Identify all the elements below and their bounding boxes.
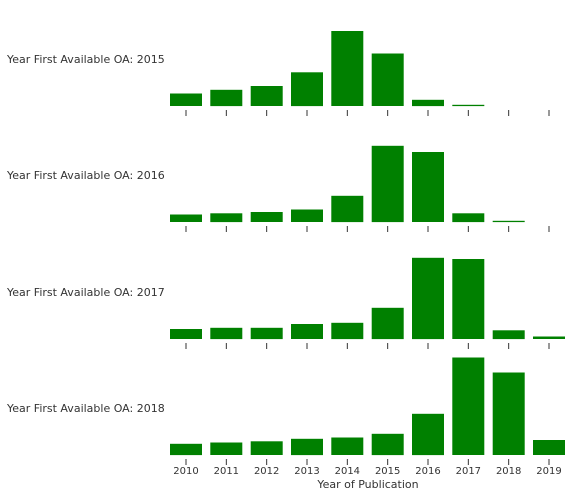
bar-2011 bbox=[210, 213, 243, 223]
panel-3: Year First Available OA: 2017 bbox=[6, 257, 565, 349]
panel-2: Year First Available OA: 2016 bbox=[6, 145, 550, 232]
x-tick-label: 2013 bbox=[294, 466, 319, 477]
x-tick-label: 2017 bbox=[456, 466, 481, 477]
panel-label: Year First Available OA: 2018 bbox=[6, 402, 165, 415]
bar-2010 bbox=[170, 443, 202, 456]
bar-2018 bbox=[492, 330, 525, 340]
x-tick-label: 2019 bbox=[536, 466, 561, 477]
x-tick-label: 2015 bbox=[375, 466, 400, 477]
bar-2019 bbox=[533, 440, 565, 455]
bar-2018 bbox=[492, 220, 525, 223]
bar-2013 bbox=[291, 209, 323, 222]
x-tick-label: 2010 bbox=[173, 466, 198, 477]
panel-1: Year First Available OA: 2015 bbox=[6, 31, 550, 116]
panel-4: Year First Available OA: 2018 bbox=[6, 357, 565, 465]
bar-2016 bbox=[412, 99, 444, 107]
bar-2012 bbox=[250, 327, 283, 340]
bar-2012 bbox=[250, 441, 283, 455]
bar-2011 bbox=[210, 89, 243, 107]
bar-2010 bbox=[170, 329, 202, 339]
bar-2017 bbox=[452, 213, 485, 223]
bar-2017 bbox=[452, 357, 485, 455]
x-tick-label: 2014 bbox=[335, 466, 360, 477]
x-tick-label: 2016 bbox=[415, 466, 440, 477]
x-axis-label: Year of Publication bbox=[316, 478, 418, 491]
bar-2015 bbox=[371, 145, 404, 223]
bar-2015 bbox=[371, 307, 404, 340]
bar-2014 bbox=[331, 195, 364, 223]
bar-2016 bbox=[412, 413, 444, 456]
bar-2017 bbox=[452, 259, 485, 339]
bar-2010 bbox=[170, 214, 202, 222]
bar-2012 bbox=[250, 212, 283, 222]
bar-2015 bbox=[371, 433, 404, 456]
bar-2012 bbox=[250, 86, 283, 106]
x-tick-label: 2011 bbox=[214, 466, 239, 477]
bar-2017 bbox=[452, 104, 485, 107]
bar-2010 bbox=[170, 93, 202, 106]
bar-2015 bbox=[371, 53, 404, 106]
bar-2011 bbox=[210, 327, 243, 340]
panel-label: Year First Available OA: 2015 bbox=[6, 53, 165, 66]
x-axis: 2010 2011 2012 2013 2014 2015 2016 2017 2018 2019 bbox=[173, 466, 561, 477]
bar-2014 bbox=[331, 322, 364, 340]
bar-2013 bbox=[291, 72, 323, 107]
panel-label: Year First Available OA: 2016 bbox=[6, 169, 165, 182]
bar-2018 bbox=[492, 372, 525, 455]
bar-2016 bbox=[412, 257, 444, 340]
bar-2014 bbox=[331, 437, 364, 455]
bar-2019 bbox=[533, 336, 565, 339]
panel-label: Year First Available OA: 2017 bbox=[6, 286, 165, 299]
x-tick-label: 2018 bbox=[496, 466, 521, 477]
bar-2013 bbox=[291, 438, 323, 456]
bar-2016 bbox=[412, 152, 444, 222]
bar-2013 bbox=[291, 324, 323, 339]
bar-2014 bbox=[331, 31, 364, 106]
bar-2011 bbox=[210, 442, 243, 455]
x-tick-label: 2012 bbox=[254, 466, 279, 477]
